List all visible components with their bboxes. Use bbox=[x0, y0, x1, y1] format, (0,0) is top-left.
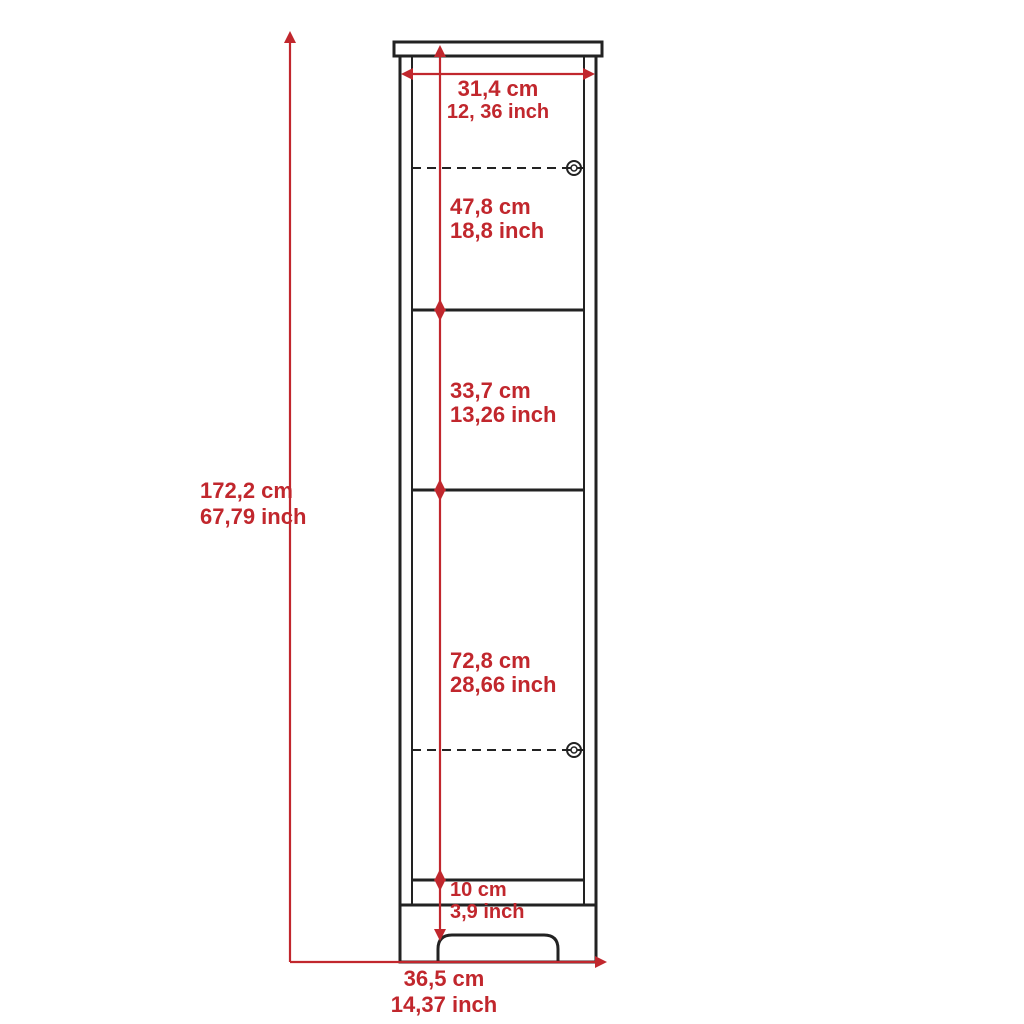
canvas-bg bbox=[0, 0, 1024, 1024]
base-height-in: 3,9 inch bbox=[450, 901, 524, 923]
overall-height-in: 67,79 inch bbox=[200, 504, 306, 529]
overall-width-cm: 36,5 cm bbox=[404, 966, 485, 991]
seg3-cm: 72,8 cm bbox=[450, 648, 531, 673]
inner-width-cm: 31,4 cm bbox=[458, 76, 539, 101]
seg2-in: 13,26 inch bbox=[450, 402, 556, 427]
seg1-cm: 47,8 cm bbox=[450, 194, 531, 219]
overall-height-cm: 172,2 cm bbox=[200, 478, 293, 503]
seg2-cm: 33,7 cm bbox=[450, 378, 531, 403]
dimension-diagram: 172,2 cm67,79 inch 36,5 cm14,37 inch 31,4 … bbox=[0, 0, 1024, 1024]
seg3-in: 28,66 inch bbox=[450, 672, 556, 697]
seg1-in: 18,8 inch bbox=[450, 218, 544, 243]
inner-width-in: 12, 36 inch bbox=[447, 101, 549, 123]
overall-width-in: 14,37 inch bbox=[391, 992, 497, 1017]
base-height-cm: 10 cm bbox=[450, 879, 507, 901]
